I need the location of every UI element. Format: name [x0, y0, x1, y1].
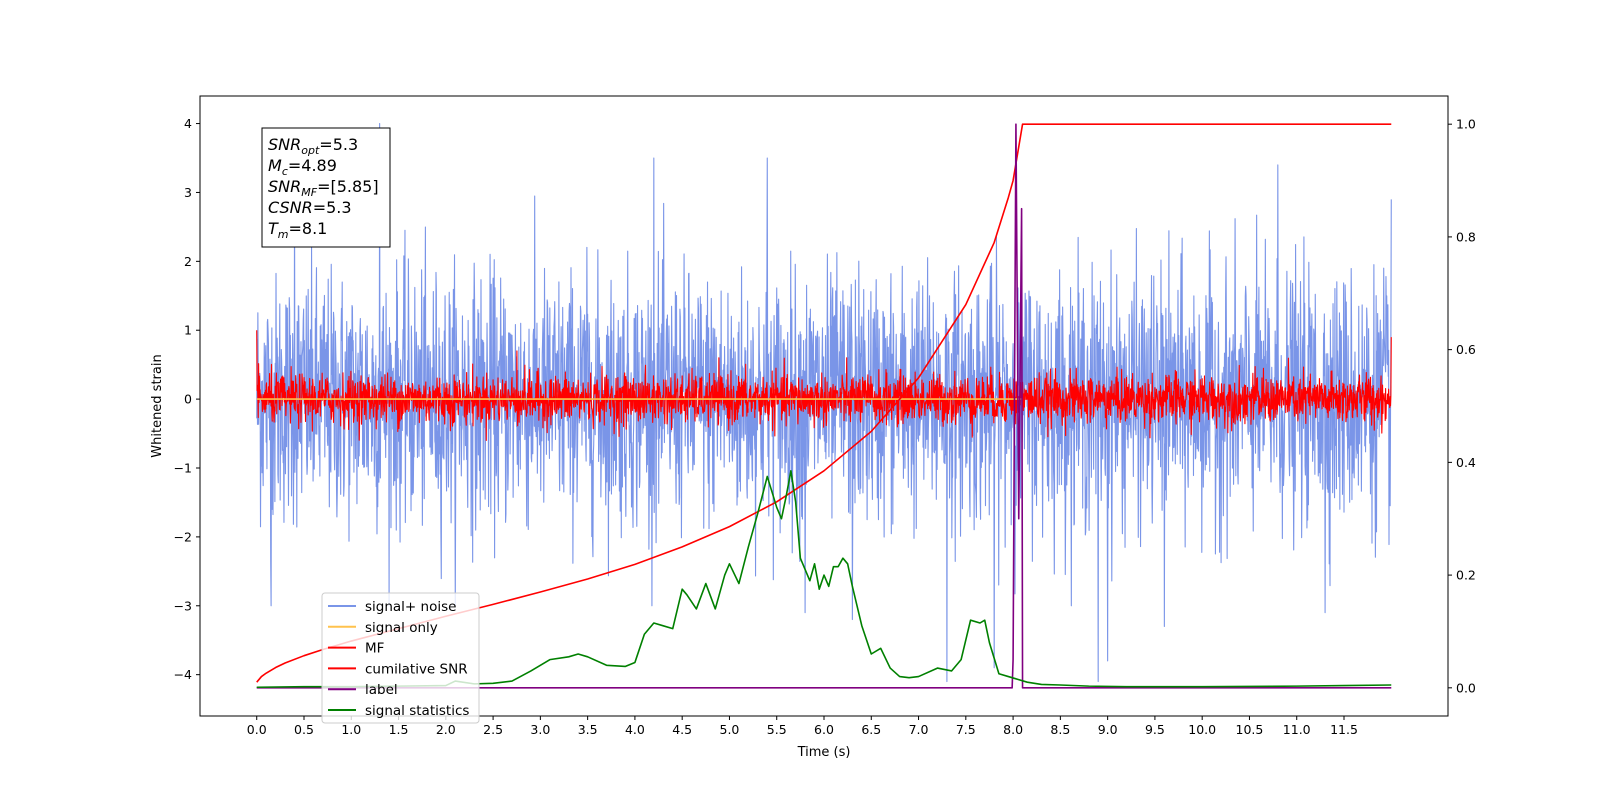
annotation-value: =5.3 — [319, 135, 358, 154]
y-tick-label: 2 — [184, 254, 192, 269]
legend-label: signal only — [365, 620, 438, 636]
x-tick-label: 9.5 — [1145, 722, 1165, 737]
annotation-subscript: opt — [301, 144, 320, 157]
x-tick-label: 5.5 — [767, 722, 787, 737]
annotation-subscript: MF — [301, 186, 317, 199]
x-tick-label: 0.5 — [294, 722, 314, 737]
x-tick-label: 1.0 — [341, 722, 361, 737]
y2-tick-label: 1.0 — [1456, 117, 1476, 132]
legend-label: signal+ noise — [365, 599, 456, 615]
x-tick-label: 4.0 — [625, 722, 645, 737]
annotation-line: CSNR=5.3 — [268, 198, 352, 217]
legend-label: label — [365, 682, 398, 698]
x-tick-label: 11.0 — [1283, 722, 1311, 737]
series-line-mf — [256, 330, 1392, 441]
y-tick-label: 0 — [184, 392, 192, 407]
annotation-frame — [261, 127, 391, 248]
annotation-value: =8.1 — [289, 219, 328, 238]
legend-label: cumilative SNR — [365, 661, 468, 677]
x-tick-label: 2.5 — [483, 722, 503, 737]
x-axis-label: Time (s) — [797, 745, 851, 760]
annotation-subscript: c — [282, 165, 288, 178]
annotation-subscript: m — [278, 228, 289, 241]
x-tick-label: 2.0 — [436, 722, 456, 737]
annotation-symbol: T — [268, 219, 279, 238]
y-tick-label: 4 — [184, 116, 192, 131]
x-tick-label: 11.5 — [1330, 722, 1358, 737]
annotation-value: =5.3 — [313, 198, 352, 217]
y2-axis: 0.0 0.2 0.4 0.6 0.8 1.0 — [1448, 117, 1476, 695]
x-tick-label: 0.0 — [247, 722, 267, 737]
series-layer — [256, 123, 1392, 689]
series-line-signal-statistics — [256, 470, 1392, 689]
x-tick-label: 7.5 — [956, 722, 976, 737]
y-tick-label: −3 — [174, 598, 192, 613]
annotation-box: SNRopt=5.3Mc=4.89SNRMF=[5.85]CSNR=5.3Tm=… — [261, 127, 391, 248]
annotation-symbol: CSNR — [268, 198, 313, 217]
annotation-symbol: SNR — [268, 177, 301, 196]
legend-frame — [321, 592, 480, 724]
y-tick-label: −1 — [174, 461, 192, 476]
annotation-line: Tm=8.1 — [268, 219, 327, 241]
x-tick-label: 1.5 — [389, 722, 409, 737]
x-tick-label: 4.5 — [672, 722, 692, 737]
y2-tick-label: 0.6 — [1456, 342, 1476, 357]
x-tick-label: 5.0 — [720, 722, 740, 737]
y2-tick-label: 0.0 — [1456, 680, 1476, 695]
x-tick-label: 6.0 — [814, 722, 834, 737]
y2-tick-label: 0.2 — [1456, 568, 1476, 583]
x-axis: 0.0 0.5 1.0 1.5 2.0 2.5 3.0 3.5 4.0 4.5 5.0 5.5 6.0 6… — [247, 716, 1358, 737]
y2-tick-label: 0.8 — [1456, 229, 1476, 244]
annotation-line: Mc=4.89 — [268, 156, 337, 178]
y-tick-label: 1 — [184, 323, 192, 338]
annotation-value: =[5.85] — [317, 177, 379, 196]
y-tick-label: −2 — [174, 529, 192, 544]
legend-label: signal statistics — [365, 703, 469, 719]
annotation-line: SNRMF=[5.85] — [268, 177, 379, 199]
annotation-value: =4.89 — [288, 156, 337, 175]
x-tick-label: 3.0 — [530, 722, 550, 737]
y-tick-label: 3 — [184, 185, 192, 200]
y-axis: −4 −3 −2 −1 0 1 2 3 4 — [174, 116, 200, 682]
y-axis-label: Whitened strain — [150, 354, 165, 457]
y2-tick-label: 0.4 — [1456, 455, 1476, 470]
y-tick-label: −4 — [174, 667, 192, 682]
series-line-cumilative-snr — [256, 123, 1392, 683]
annotation-line: SNRopt=5.3 — [268, 135, 358, 157]
x-tick-label: 9.0 — [1098, 722, 1118, 737]
legend: signal+ noise signal only MF cumilative SNR… — [321, 592, 480, 724]
x-tick-label: 8.5 — [1050, 722, 1070, 737]
x-tick-label: 8.0 — [1003, 722, 1023, 737]
x-tick-label: 10.0 — [1188, 722, 1216, 737]
series-line-label — [256, 123, 1392, 689]
x-tick-label: 10.5 — [1236, 722, 1264, 737]
annotation-symbol: SNR — [268, 135, 301, 154]
legend-label: MF — [365, 641, 384, 657]
x-tick-label: 6.5 — [861, 722, 881, 737]
x-tick-label: 3.5 — [578, 722, 598, 737]
x-tick-label: 7.0 — [909, 722, 929, 737]
annotation-symbol: M — [268, 156, 282, 175]
